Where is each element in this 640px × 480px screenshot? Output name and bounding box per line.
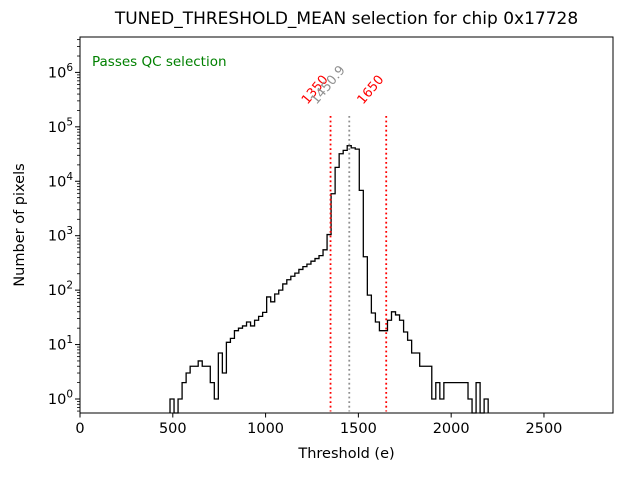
- y-tick-label: 102: [48, 280, 73, 300]
- histogram-line: [169, 145, 489, 414]
- y-tick-label: 106: [48, 62, 73, 82]
- qc-status-text: Passes QC selection: [92, 54, 227, 70]
- vline-label-1650: 1650: [355, 73, 388, 108]
- y-tick-label: 100: [48, 388, 73, 408]
- x-tick-label: 2000: [433, 421, 470, 437]
- y-axis-label: Number of pixels: [12, 163, 28, 287]
- x-axis-label: Threshold (e): [298, 446, 395, 462]
- y-tick-label: 105: [48, 116, 73, 136]
- y-tick-label: 101: [48, 334, 73, 354]
- plot-border: [79, 36, 614, 414]
- chart-title: TUNED_THRESHOLD_MEAN selection for chip …: [114, 9, 579, 29]
- x-tick-label: 1500: [340, 421, 377, 437]
- y-tick-label: 103: [48, 225, 73, 245]
- x-tick-label: 1000: [247, 421, 284, 437]
- x-tick-label: 500: [159, 421, 187, 437]
- x-tick-label: 2500: [526, 421, 563, 437]
- x-tick-label: 0: [75, 421, 84, 437]
- y-tick-label: 104: [48, 171, 73, 191]
